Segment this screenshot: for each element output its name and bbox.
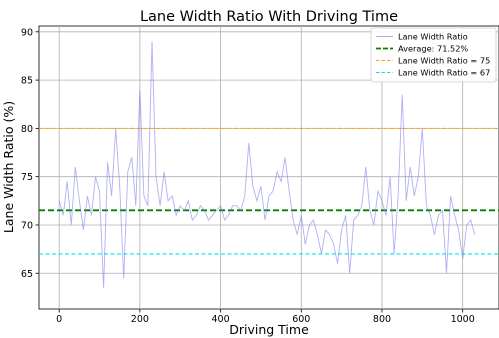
- legend: Lane Width Ratio Average: 71.52% Lane Widt…: [370, 27, 497, 83]
- y-tick-label: 90: [21, 27, 33, 38]
- x-tick-label: 0: [56, 314, 62, 325]
- y-axis-ticks: 65 70 75 80 85 90: [21, 27, 39, 280]
- legend-label: Lane Width Ratio: [398, 32, 468, 42]
- series-layer: [58, 41, 476, 288]
- x-tick-label: 600: [292, 314, 310, 325]
- legend-box: [370, 27, 497, 83]
- x-tick-label: 200: [131, 314, 149, 325]
- legend-label: Average: 71.52%: [398, 44, 468, 54]
- reference-lines: [39, 127, 499, 255]
- legend-label: Lane Width Ratio = 75: [398, 56, 490, 66]
- y-tick-label: 80: [21, 124, 33, 135]
- legend-label: Lane Width Ratio = 67: [398, 68, 490, 78]
- chart-title: Lane Width Ratio With Driving Time: [140, 9, 398, 25]
- x-tick-label: 800: [373, 314, 391, 325]
- series-line: [58, 41, 476, 288]
- y-axis-label: Lane Width Ratio (%): [1, 101, 16, 233]
- x-axis-label: Driving Time: [229, 322, 309, 337]
- x-tick-label: 400: [212, 314, 230, 325]
- y-tick-label: 65: [21, 269, 33, 280]
- x-axis-ticks: 0 200 400 600 800 1000: [56, 309, 475, 325]
- y-tick-label: 85: [21, 76, 33, 87]
- x-tick-label: 1000: [451, 314, 475, 325]
- y-tick-label: 70: [21, 220, 33, 231]
- plot-frame: [38, 25, 499, 310]
- y-tick-label: 75: [21, 172, 33, 183]
